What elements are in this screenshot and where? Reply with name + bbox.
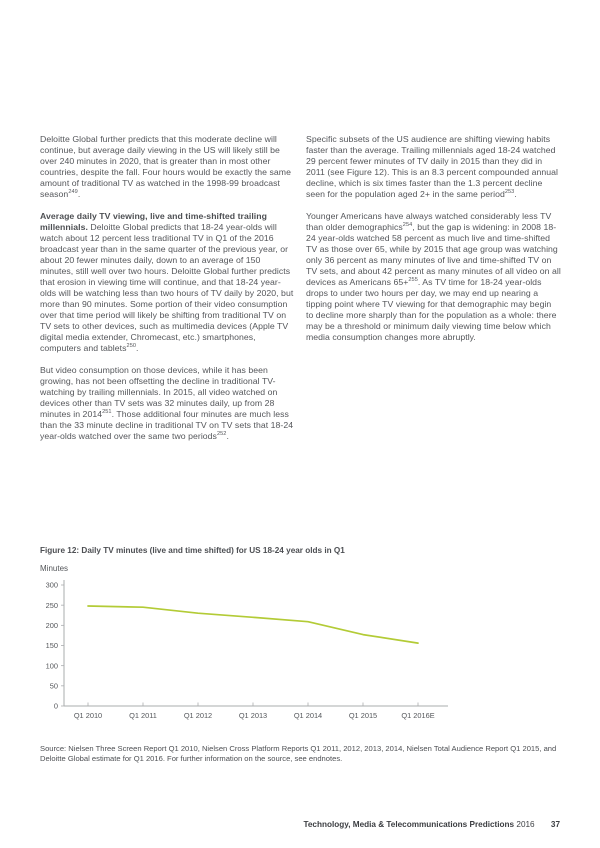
svg-text:0: 0 (54, 702, 58, 711)
endnote-reference: 254 (402, 222, 413, 229)
endnote-reference: 249 (68, 189, 78, 196)
endnote-reference: 251 (102, 409, 112, 416)
footer-report-title: Technology, Media & Telecommunications P… (303, 820, 515, 829)
paragraph-text: Younger Americans have always watched co… (306, 211, 552, 232)
right-column: Specific subsets of the US audience are … (306, 134, 561, 453)
svg-text:250: 250 (46, 601, 58, 610)
svg-text:300: 300 (46, 581, 58, 590)
svg-text:100: 100 (46, 661, 58, 670)
tv-minutes-series-line (87, 605, 419, 644)
paragraph: Younger Americans have always watched co… (306, 211, 561, 343)
svg-text:150: 150 (46, 641, 58, 650)
figure-12: Figure 12: Daily TV minutes (live and ti… (40, 546, 561, 764)
footer-page-number: 37 (550, 820, 560, 829)
figure-y-axis-title: Minutes (40, 564, 69, 573)
paragraph-text: . (77, 189, 81, 199)
figure-caption: Figure 12: Daily TV minutes (live and ti… (40, 546, 345, 555)
paragraph-text: , but the gap is widening: in 2008 18-24… (306, 222, 561, 287)
line-chart-svg: 0 50 100 150 200 250 300 Q1 2010 Q1 2011 Q1 2012 Q… (46, 580, 448, 720)
svg-text:Q1 2010: Q1 2010 (74, 711, 102, 720)
page-content: Deloitte Global further predicts that th… (40, 134, 561, 453)
svg-text:50: 50 (50, 681, 58, 690)
paragraph-text: But video consumption on those devices, … (40, 365, 278, 419)
svg-text:200: 200 (46, 621, 58, 630)
svg-text:Q1 2016E: Q1 2016E (401, 711, 434, 720)
svg-text:Q1 2014: Q1 2014 (294, 711, 322, 720)
svg-text:Q1 2013: Q1 2013 (239, 711, 267, 720)
left-column: Deloitte Global further predicts that th… (40, 134, 295, 453)
svg-text:Q1 2012: Q1 2012 (184, 711, 212, 720)
paragraph: Average daily TV viewing, live and time-… (40, 211, 295, 354)
paragraph-lead-bold: Average daily TV viewing, live and time-… (40, 211, 267, 232)
endnote-reference: 252 (216, 431, 227, 438)
figure-12-line-chart: 0 50 100 150 200 250 300 Q1 2010 Q1 2011 Q1 2012 Q… (40, 577, 561, 732)
paragraph-text: . (514, 189, 517, 199)
endnote-reference: 250 (126, 343, 137, 350)
paragraph: Deloitte Global further predicts that th… (40, 134, 295, 200)
endnote-reference: 253 (504, 189, 515, 196)
page-footer: Technology, Media & Telecommunications P… (303, 820, 560, 829)
footer-report-year: 2016 (516, 820, 535, 829)
svg-text:Q1 2011: Q1 2011 (129, 711, 157, 720)
paragraph-text: . (136, 343, 139, 353)
figure-source-note: Source: Nielsen Three Screen Report Q1 2… (40, 744, 557, 763)
paragraph: Specific subsets of the US audience are … (306, 134, 561, 200)
paragraph-text: Deloitte Global further predicts that th… (40, 134, 291, 199)
paragraph-text: Deloitte Global predicts that 18-24 year… (40, 222, 294, 353)
endnote-reference: 255 (408, 277, 418, 284)
paragraph-text: . Those additional four minutes are much… (40, 409, 294, 441)
two-column-text: Deloitte Global further predicts that th… (40, 134, 561, 453)
paragraph-text: . (226, 431, 229, 441)
paragraph-text: Specific subsets of the US audience are … (306, 134, 558, 199)
paragraph-text: . As TV time for 18-24 year-olds drops t… (306, 277, 557, 342)
svg-text:Q1 2015: Q1 2015 (349, 711, 377, 720)
paragraph: But video consumption on those devices, … (40, 365, 295, 442)
